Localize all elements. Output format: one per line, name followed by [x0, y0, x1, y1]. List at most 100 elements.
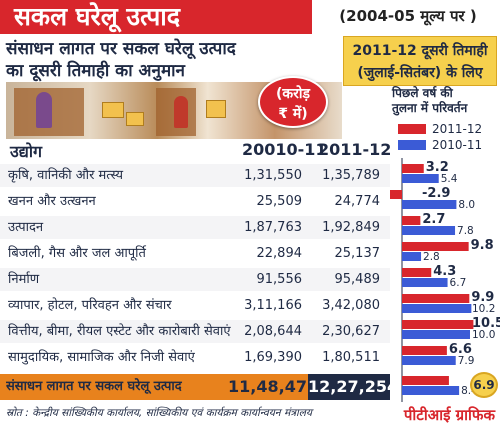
legend-swatch-blue [398, 140, 426, 150]
bar-label-2011-12: 6.6 [448, 342, 472, 357]
row-value-a: 22,894 [256, 246, 303, 261]
bar-2011-12 [402, 346, 447, 355]
bar-2010-11 [402, 356, 456, 365]
bar-2011-12 [402, 242, 469, 251]
bar-label-2010-11: 7.9 [457, 355, 475, 367]
bar-2011-12 [402, 164, 424, 173]
row-value-a: 91,556 [256, 272, 303, 287]
bar-label-2011-12: 9.9 [471, 290, 495, 305]
row-value-b: 25,137 [334, 246, 381, 261]
table-row: बिजली, गैस और जल आपूर्ति 22,894 25,137 [0, 242, 390, 265]
legend-item-2011: 2011-12 [398, 121, 498, 137]
total-label: संसाधन लागत पर सकल घरेलू उत्पाद [6, 379, 182, 394]
row-value-b: 24,774 [334, 194, 381, 209]
subtitle-line-1: संसाधन लागत पर सकल घरेलू उत्पाद [6, 39, 236, 59]
photo-box [126, 112, 144, 126]
unit-badge: (करोड़ ₹ में) [258, 76, 328, 128]
bar-2010-11 [402, 330, 470, 339]
table-row: उत्पादन 1,87,763 1,92,849 [0, 216, 390, 239]
bar-label-2011-12: 9.8 [470, 238, 494, 253]
column-header-sector: उद्योग [10, 142, 43, 161]
row-value-a: 1,87,763 [244, 220, 302, 235]
bar-label-2011-12: 10.5 [472, 316, 500, 331]
bar-label-2010-11: 2.8 [423, 251, 440, 263]
bar-2010-11 [402, 304, 472, 313]
total-change-circle: 6.9 [470, 372, 498, 398]
row-value-b: 2,30,627 [322, 324, 380, 339]
row-sector: व्यापार, होटल, परिवहन और संचार [8, 298, 172, 313]
row-sector: कृषि, वानिकी और मत्स्य [8, 168, 124, 183]
bar-label-2010-11: 5.4 [440, 173, 458, 185]
subtitle-line-2: का दूसरी तिमाही का अनुमान [6, 61, 185, 81]
bar-2010-11 [402, 252, 422, 261]
bar-2011-12 [402, 376, 449, 385]
unit-line-2: ₹ में) [278, 106, 308, 122]
table-row: व्यापार, होटल, परिवहन और संचार 3,11,166 … [0, 294, 390, 317]
change-bar-chart: 3.2 5.4 -2.9 8.0 2.7 7.8 9.8 2.8 4.3 6.7 9.9 10.2 10… [390, 158, 500, 402]
bar-label-2010-11: 7.8 [457, 225, 474, 237]
row-value-b: 1,35,789 [322, 168, 380, 183]
change-heading-line-1: पिछले वर्ष की [392, 86, 453, 100]
table-row: कृषि, वानिकी और मत्स्य 1,31,550 1,35,789 [0, 164, 390, 187]
total-row: संसाधन लागत पर सकल घरेलू उत्पाद 11,48,47… [0, 374, 398, 400]
row-sector: निर्माण [8, 272, 40, 287]
bar-label-2010-11: 6.7 [449, 277, 467, 289]
row-value-a: 1,31,550 [244, 168, 302, 183]
total-value-a: 11,48,472 [228, 377, 319, 396]
bar-2010-11 [402, 226, 456, 235]
table-row: खनन और उत्खनन 25,509 24,774 [0, 190, 390, 213]
photo-box [102, 102, 124, 118]
bar-label-2010-11: 10.2 [472, 303, 496, 315]
source-note: स्रोत : केन्द्रीय सांख्यिकीय कार्यालय, स… [6, 407, 312, 419]
legend-label: 2010-11 [432, 138, 483, 152]
row-value-a: 3,11,166 [244, 298, 302, 313]
row-sector: वित्तीय, बीमा, रीयल एस्टेट और कारोबारी स… [8, 324, 231, 339]
bar-label-2011-12: -2.9 [422, 186, 451, 201]
photo-box [206, 100, 226, 118]
graphic-credit: पीटीआई ग्राफिक [388, 402, 498, 428]
total-value-b: 12,27,254 [308, 374, 398, 400]
bar-label-2011-12: 3.2 [425, 160, 449, 175]
bar-label-2011-12: 4.3 [433, 264, 457, 279]
legend-label: 2011-12 [432, 122, 483, 136]
row-value-a: 2,08,644 [244, 324, 302, 339]
bar-2011-12 [402, 320, 474, 329]
table-row: सामुदायिक, सामाजिक और निजी सेवाएं 1,69,3… [0, 346, 390, 369]
bar-2011-12 [402, 294, 470, 303]
period-line-1: 2011-12 दूसरी तिमाही [352, 43, 488, 59]
legend-item-2010: 2010-11 [398, 137, 498, 153]
bar-2010-11 [402, 200, 457, 209]
photo-person [174, 96, 188, 128]
bar-label-2010-11: 10.0 [472, 329, 496, 341]
row-sector: सामुदायिक, सामाजिक और निजी सेवाएं [8, 350, 195, 365]
change-heading-line-2: तुलना में परिवर्तन [392, 101, 468, 115]
period-box: 2011-12 दूसरी तिमाही (जुलाई-सितंबर) के ल… [343, 36, 497, 86]
row-value-a: 1,69,390 [244, 350, 302, 365]
bar-2011-12 [390, 190, 402, 199]
row-sector: उत्पादन [8, 220, 44, 235]
bar-2011-12 [402, 216, 421, 225]
bar-2010-11 [402, 386, 460, 395]
bar-label-2011-12: 2.7 [422, 212, 446, 227]
row-sector: खनन और उत्खनन [8, 194, 96, 209]
change-heading: पिछले वर्ष की तुलना में परिवर्तन [392, 86, 500, 116]
bar-label-2010-11: 8.0 [458, 199, 476, 211]
legend-swatch-red [398, 124, 426, 134]
bar-2010-11 [402, 278, 448, 287]
row-value-b: 1,92,849 [322, 220, 380, 235]
period-line-2: (जुलाई-सितंबर) के लिए [357, 65, 483, 81]
row-sector: बिजली, गैस और जल आपूर्ति [8, 246, 146, 261]
price-note: (2004-05 मूल्य पर ) [339, 7, 477, 25]
table-row: निर्माण 91,556 95,489 [0, 268, 390, 291]
chart-svg [390, 158, 474, 402]
bar-2011-12 [402, 268, 432, 277]
legend: 2011-12 2010-11 [398, 121, 498, 153]
column-header-year-b: 2011-12 [318, 140, 392, 159]
subtitle: संसाधन लागत पर सकल घरेलू उत्पाद का दूसरी… [6, 38, 336, 82]
row-value-b: 1,80,511 [322, 350, 380, 365]
unit-line-1: (करोड़ [276, 86, 310, 102]
row-value-a: 25,509 [256, 194, 303, 209]
column-header-year-a: 20010-11 [242, 140, 327, 159]
table-row: वित्तीय, बीमा, रीयल एस्टेट और कारोबारी स… [0, 320, 390, 343]
